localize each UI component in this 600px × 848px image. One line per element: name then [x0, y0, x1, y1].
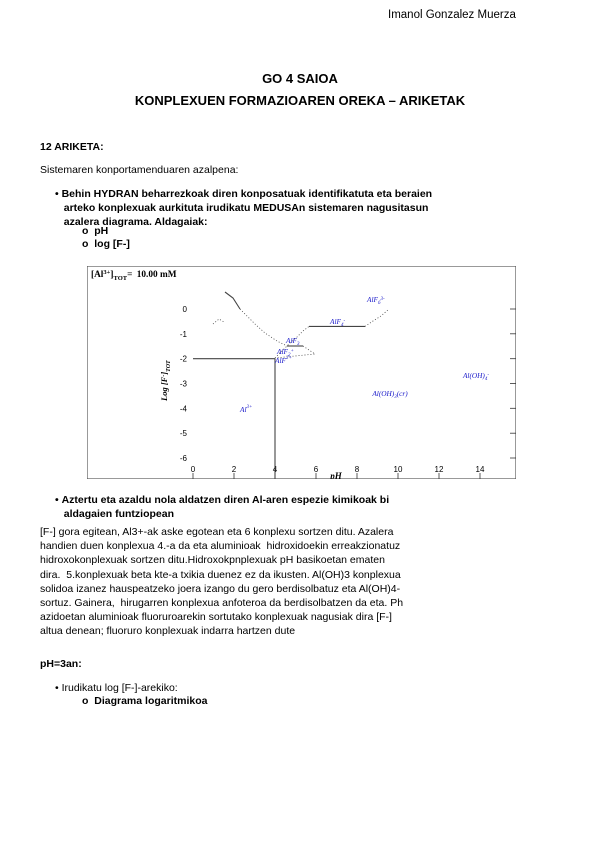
svg-text:Al(OH)4-: Al(OH)4-	[462, 371, 489, 382]
svg-text:0: 0	[191, 465, 196, 474]
svg-text:pH: pH	[329, 471, 343, 479]
svg-text:-6: -6	[180, 454, 188, 463]
svg-text:6: 6	[314, 465, 319, 474]
svg-text:-1: -1	[180, 330, 188, 339]
svg-text:-3: -3	[180, 380, 188, 389]
svg-text:Al3+: Al3+	[239, 405, 252, 414]
svg-text:AlF63-: AlF63-	[366, 295, 385, 306]
svg-text:[Al3+]TOT= 10.00 mM: [Al3+]TOT= 10.00 mM	[91, 269, 177, 282]
svg-text:2: 2	[232, 465, 237, 474]
svg-text:AlF2+: AlF2+	[274, 356, 292, 365]
svg-text:14: 14	[476, 465, 485, 474]
svg-text:-2: -2	[180, 355, 188, 364]
svg-text:0: 0	[183, 305, 188, 314]
svg-text:12: 12	[435, 465, 444, 474]
svg-text:Al(OH)3(cr): Al(OH)3(cr)	[371, 389, 408, 400]
svg-text:Log [F-]TOT: Log [F-]TOT	[159, 360, 172, 402]
svg-text:-5: -5	[180, 429, 188, 438]
svg-text:AlF3: AlF3	[285, 336, 300, 347]
svg-text:8: 8	[355, 465, 360, 474]
svg-text:-4: -4	[180, 404, 188, 413]
svg-text:10: 10	[394, 465, 403, 474]
